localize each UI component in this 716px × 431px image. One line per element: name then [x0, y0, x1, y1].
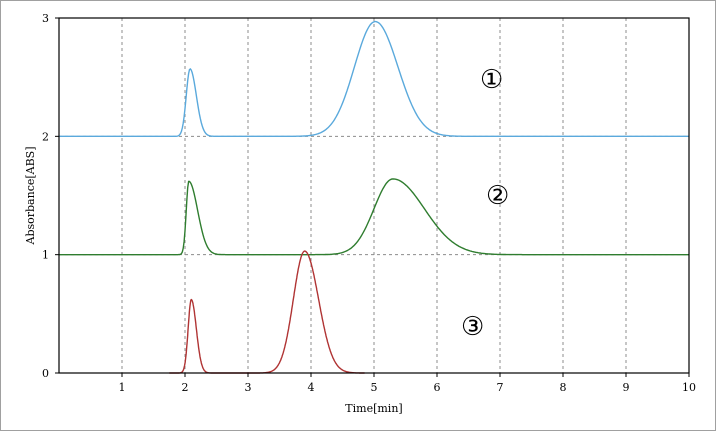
series-line-1	[59, 20, 689, 137]
tick-labels: 1 2 3 4 5 6 7 8 9 10 0 1 2 3	[42, 12, 696, 394]
x-axis-label: Time[min]	[345, 402, 402, 415]
series-annotation-3: ③	[461, 312, 484, 342]
series-annotation-2: ②	[486, 181, 509, 211]
y-tick-label: 0	[42, 367, 49, 380]
axes	[55, 17, 690, 377]
x-tick-label: 6	[434, 381, 441, 394]
series-line-2	[59, 178, 689, 256]
y-tick-label: 2	[42, 130, 49, 143]
x-tick-label: 4	[308, 381, 315, 394]
y-tick-label: 3	[42, 12, 49, 25]
x-tick-label: 1	[119, 381, 126, 394]
x-tick-label: 5	[371, 381, 378, 394]
x-tick-label: 10	[682, 381, 696, 394]
series-annotation-1: ①	[480, 65, 503, 95]
x-tick-label: 2	[182, 381, 189, 394]
y-axis-label: Absorbance[ABS]	[24, 146, 37, 245]
x-tick-label: 8	[560, 381, 567, 394]
x-tick-label: 3	[245, 381, 252, 394]
x-tick-label: 7	[497, 381, 504, 394]
y-tick-label: 1	[42, 249, 49, 262]
x-tick-label: 9	[623, 381, 630, 394]
